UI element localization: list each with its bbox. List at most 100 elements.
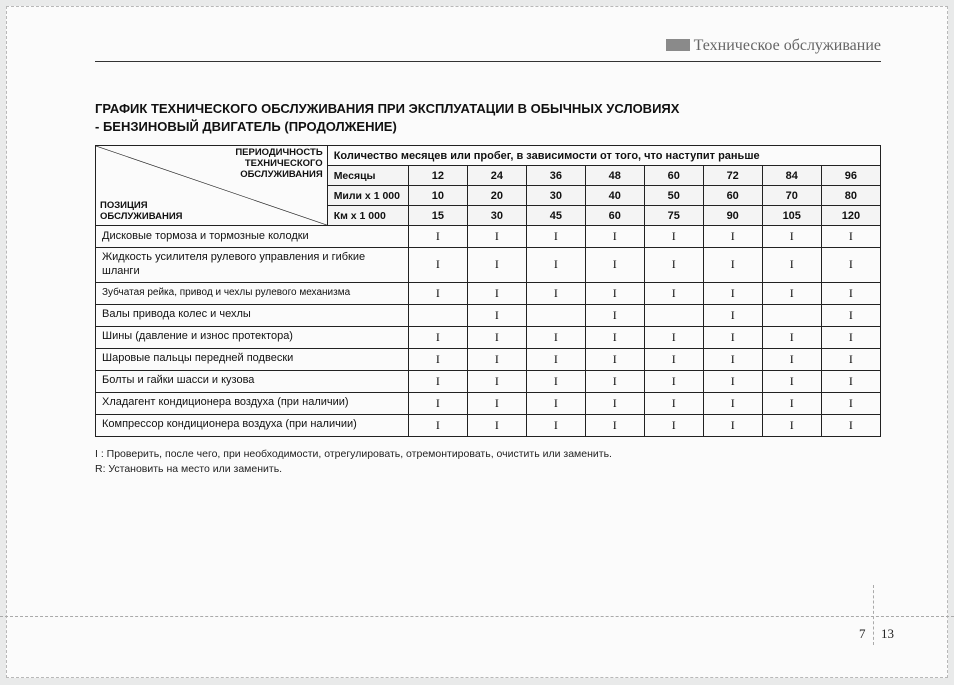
item-value: I [762,414,821,436]
page: Техническое обслуживание ГРАФИК ТЕХНИЧЕС… [6,6,948,678]
item-value: I [644,414,703,436]
item-value: I [821,326,880,348]
item-value: I [585,226,644,248]
item-value: I [644,248,703,283]
table-row: Дисковые тормоза и тормозные колодкиIIII… [96,226,881,248]
interval-value: 40 [585,186,644,206]
item-label: Болты и гайки шасси и кузова [96,370,409,392]
item-label: Валы привода колес и чехлы [96,304,409,326]
item-value: I [644,392,703,414]
item-label: Шаровые пальцы передней подвески [96,348,409,370]
interval-value: 60 [585,206,644,226]
item-value: I [821,414,880,436]
item-value: I [821,304,880,326]
fold-line [0,616,954,617]
table-head: ПЕРИОДИЧНОСТЬТЕХНИЧЕСКОГООБСЛУЖИВАНИЯПОЗ… [96,146,881,226]
legend-r: R: Установить на место или заменить. [95,462,881,477]
section-bar-icon [666,39,690,51]
interval-value: 45 [526,206,585,226]
item-value: I [585,370,644,392]
table-row: Шины (давление и износ протектора)IIIIII… [96,326,881,348]
interval-value: 15 [408,206,467,226]
item-value: I [467,348,526,370]
item-value [408,304,467,326]
item-value: I [408,226,467,248]
running-head: Техническое обслуживание [95,37,881,62]
item-value: I [526,226,585,248]
item-value: I [703,226,762,248]
item-value: I [467,248,526,283]
item-value: I [821,348,880,370]
item-value: I [703,326,762,348]
interval-value: 96 [821,166,880,186]
item-value: I [703,370,762,392]
interval-value: 75 [644,206,703,226]
item-value: I [585,248,644,283]
table-row: Компрессор кондиционера воздуха (при нал… [96,414,881,436]
table-body: Дисковые тормоза и тормозные колодкиIIII… [96,226,881,437]
running-head-text: Техническое обслуживание [694,37,881,54]
table-row: Болты и гайки шасси и кузоваIIIIIIII [96,370,881,392]
item-value: I [762,326,821,348]
item-value: I [821,370,880,392]
item-value: I [644,370,703,392]
item-value: I [408,282,467,304]
item-value: I [585,348,644,370]
interval-row-label: Км х 1 000 [327,206,408,226]
chapter-number: 7 [859,626,866,641]
interval-value: 120 [821,206,880,226]
item-value: I [821,392,880,414]
section-title: ГРАФИК ТЕХНИЧЕСКОГО ОБСЛУЖИВАНИЯ ПРИ ЭКС… [95,100,881,135]
interval-value: 80 [821,186,880,206]
item-value: I [762,370,821,392]
interval-value: 90 [703,206,762,226]
item-value: I [644,326,703,348]
item-value: I [526,392,585,414]
title-line-2: - БЕНЗИНОВЫЙ ДВИГАТЕЛЬ (ПРОДОЛЖЕНИЕ) [95,119,397,134]
item-value: I [585,304,644,326]
item-value: I [408,248,467,283]
item-value: I [408,348,467,370]
interval-value: 50 [644,186,703,206]
interval-value: 105 [762,206,821,226]
item-label: Дисковые тормоза и тормозные колодки [96,226,409,248]
item-value: I [703,392,762,414]
interval-value: 60 [644,166,703,186]
interval-value: 72 [703,166,762,186]
item-value: I [821,226,880,248]
maintenance-table: ПЕРИОДИЧНОСТЬТЕХНИЧЕСКОГООБСЛУЖИВАНИЯПОЗ… [95,145,881,437]
item-value: I [467,226,526,248]
item-value: I [703,248,762,283]
interval-value: 36 [526,166,585,186]
item-value: I [467,370,526,392]
page-footer: 7 13 [859,605,894,665]
table-row: Валы привода колес и чехлыIIII [96,304,881,326]
item-value: I [762,248,821,283]
item-value: I [585,392,644,414]
item-value: I [526,282,585,304]
interval-value: 12 [408,166,467,186]
legend: I : Проверить, после чего, при необходим… [95,447,881,477]
corner-bottom-label: ПОЗИЦИЯОБСЛУЖИВАНИЯ [100,201,182,223]
item-label: Зубчатая рейка, привод и чехлы рулевого … [96,282,409,304]
item-value: I [467,392,526,414]
table-row: Зубчатая рейка, привод и чехлы рулевого … [96,282,881,304]
item-value: I [526,348,585,370]
legend-i: I : Проверить, после чего, при необходим… [95,447,881,462]
interval-row-label: Месяцы [327,166,408,186]
item-value: I [762,392,821,414]
item-value: I [408,414,467,436]
item-value: I [526,414,585,436]
interval-value: 84 [762,166,821,186]
item-value: I [644,226,703,248]
item-value: I [526,326,585,348]
footer-separator [873,585,874,645]
item-label: Хладагент кондиционера воздуха (при нали… [96,392,409,414]
item-value: I [703,282,762,304]
item-value: I [585,326,644,348]
item-value: I [585,414,644,436]
table-row: Хладагент кондиционера воздуха (при нали… [96,392,881,414]
interval-value: 70 [762,186,821,206]
item-label: Компрессор кондиционера воздуха (при нал… [96,414,409,436]
item-value: I [408,370,467,392]
